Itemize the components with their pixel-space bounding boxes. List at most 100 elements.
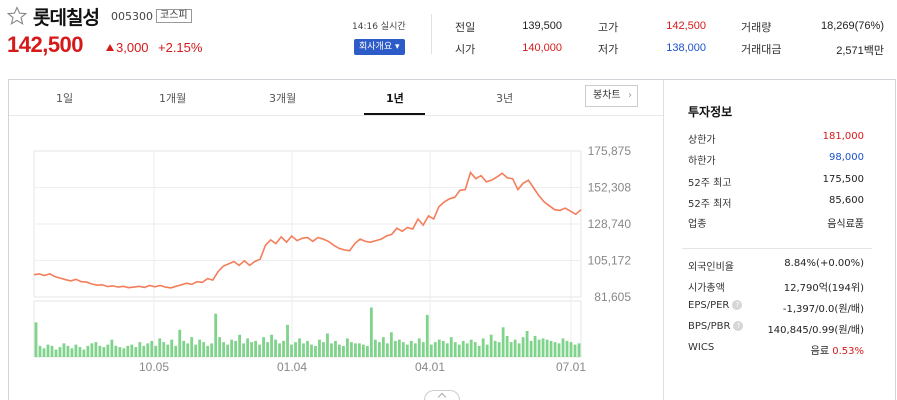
volume-bar bbox=[78, 347, 82, 357]
x-tick-label: 04.01 bbox=[415, 360, 445, 374]
volume-bar bbox=[342, 345, 345, 357]
volume-bar bbox=[182, 340, 186, 357]
volume-bar bbox=[350, 342, 353, 357]
price-change-percent: +2.15% bbox=[158, 40, 203, 55]
volume-bar bbox=[146, 343, 150, 357]
x-tick-label: 01.04 bbox=[277, 360, 307, 374]
info-label-wrap: EPS/PER? bbox=[688, 300, 743, 311]
volume-bar bbox=[302, 343, 305, 357]
volume-bar bbox=[310, 344, 313, 357]
volume-bar bbox=[62, 343, 66, 357]
info-value-change: 0.53% bbox=[832, 346, 864, 357]
volume-bar bbox=[397, 339, 401, 357]
volume-bar bbox=[369, 307, 373, 357]
volume-bar bbox=[250, 342, 253, 357]
volume-bar bbox=[194, 344, 198, 357]
tab-3y[interactable]: 3년 bbox=[496, 92, 514, 105]
period-tabs: 1일 1개월 3개월 1년 3년 봉차트 › bbox=[9, 80, 663, 116]
current-price: 142,500 bbox=[7, 32, 84, 57]
volume-bar bbox=[318, 339, 321, 357]
info-label: EPS/PER bbox=[688, 300, 730, 311]
x-tick-label: 10.05 bbox=[139, 360, 169, 374]
price-chart[interactable]: 175,875 152,308 128,740 105,172 81,605 10.05 0… bbox=[9, 116, 663, 400]
volume-bar bbox=[405, 344, 409, 357]
volume-bar bbox=[226, 344, 230, 357]
up-arrow-icon bbox=[106, 44, 114, 51]
volume-bar bbox=[254, 340, 257, 357]
investment-info-title: 투자정보 bbox=[688, 105, 733, 119]
info-value-wrap: 음료 0.53% bbox=[811, 342, 864, 357]
volume-bar bbox=[198, 339, 202, 357]
volume-bar bbox=[118, 347, 122, 357]
volume-bar bbox=[465, 343, 469, 357]
info-label: 상한가 bbox=[688, 135, 716, 146]
volume-bar bbox=[354, 343, 357, 357]
info-value: 12,790억(194위) bbox=[783, 283, 864, 294]
volume-bar bbox=[569, 342, 573, 357]
volume-bar bbox=[38, 345, 42, 357]
volume-bar bbox=[457, 344, 461, 357]
info-row-eps-per: EPS/PER? -1,397/0.0(원/배) bbox=[688, 300, 864, 315]
volume-bar bbox=[573, 344, 577, 357]
volume-bar bbox=[314, 345, 317, 357]
tab-3m[interactable]: 3개월 bbox=[269, 92, 297, 105]
tab-1m[interactable]: 1개월 bbox=[159, 92, 187, 105]
info-row-wics: WICS 음료 0.53% bbox=[688, 342, 864, 357]
volume-bar bbox=[110, 339, 114, 357]
company-overview-button[interactable]: 회사개요 ▾ bbox=[354, 39, 405, 55]
volume-bar bbox=[373, 339, 377, 357]
help-icon[interactable]: ? bbox=[732, 300, 743, 310]
volume-bar bbox=[477, 345, 481, 357]
volume-bar bbox=[58, 347, 62, 357]
info-row-market-cap: 시가총액 12,790억(194위) bbox=[688, 279, 864, 294]
volume-bar bbox=[306, 340, 309, 357]
stock-code: 005300 bbox=[111, 10, 153, 23]
info-value: -1,397/0.0(원/배) bbox=[782, 304, 864, 315]
tab-1d[interactable]: 1일 bbox=[56, 92, 74, 105]
volume-bar bbox=[274, 339, 277, 357]
volume-bar bbox=[282, 340, 285, 357]
volume-bar bbox=[98, 345, 102, 357]
price-series-line bbox=[33, 170, 582, 289]
investment-info-panel: 투자정보 상한가 181,000 하한가 98,000 52주 최고 175,500 … bbox=[663, 80, 897, 400]
volume-bar bbox=[365, 345, 369, 357]
tab-1y[interactable]: 1년 bbox=[386, 92, 404, 105]
favorite-star-icon[interactable] bbox=[7, 6, 27, 26]
candlestick-chart-button[interactable]: 봉차트 › bbox=[585, 85, 638, 107]
volume-bar bbox=[258, 344, 261, 357]
stock-header: 롯데칠성 005300 코스피 142,500 3,000 +2.15% 14:… bbox=[0, 0, 897, 70]
help-icon[interactable]: ? bbox=[733, 321, 744, 331]
collapse-chevron-icon[interactable] bbox=[424, 390, 460, 400]
volume-bar bbox=[218, 337, 222, 357]
info-label: WICS bbox=[688, 342, 715, 353]
volume-bar bbox=[541, 338, 545, 357]
info-label: 52주 최저 bbox=[688, 199, 732, 210]
volume-bar bbox=[493, 340, 497, 357]
info-label: 하한가 bbox=[688, 156, 716, 167]
volume-bar bbox=[246, 338, 250, 357]
volume-bar bbox=[170, 339, 174, 357]
volume-bar bbox=[190, 337, 194, 357]
info-value[interactable]: 음료 bbox=[810, 346, 830, 357]
quote-value-high: 142,500 bbox=[666, 20, 706, 32]
header-divider bbox=[431, 14, 432, 54]
volume-bar bbox=[521, 337, 525, 357]
volume-bar bbox=[50, 345, 54, 357]
volume-bar bbox=[122, 348, 126, 357]
volume-bar bbox=[513, 339, 517, 357]
volume-bar bbox=[206, 345, 210, 357]
info-divider bbox=[682, 248, 872, 249]
volume-bar bbox=[294, 342, 297, 357]
volume-bar bbox=[362, 344, 365, 357]
info-row-upper-limit: 상한가 181,000 bbox=[688, 131, 864, 146]
volume-bar bbox=[102, 347, 106, 357]
volume-bar bbox=[138, 342, 142, 357]
volume-bar bbox=[449, 337, 453, 357]
quote-label-volume: 거래량 bbox=[741, 22, 772, 34]
volume-bar bbox=[178, 329, 182, 357]
volume-bar bbox=[473, 342, 477, 357]
volume-bar bbox=[537, 339, 541, 357]
volume-bar bbox=[441, 340, 445, 357]
volume-bar bbox=[549, 340, 553, 357]
quote-label-open: 시가 bbox=[455, 44, 476, 56]
